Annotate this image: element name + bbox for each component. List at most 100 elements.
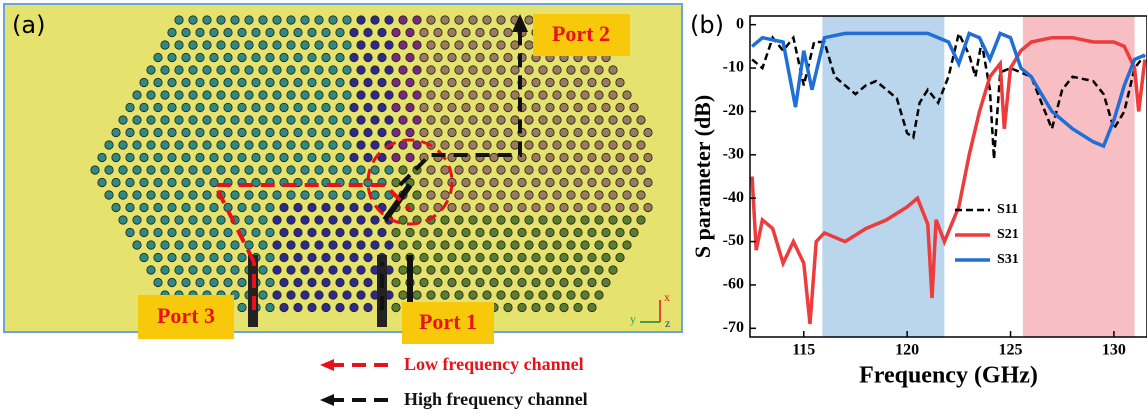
- lattice-cell: [350, 228, 358, 236]
- lattice-cell: [602, 128, 610, 136]
- lattice-cell: [413, 41, 421, 49]
- lattice-cell: [238, 28, 246, 36]
- lattice-cell: [546, 178, 554, 186]
- x-tick-label: 125: [999, 342, 1023, 359]
- lattice-cell: [469, 291, 477, 299]
- lattice-cell: [427, 66, 435, 74]
- lattice-cell: [175, 16, 183, 24]
- lattice-cell: [238, 278, 246, 286]
- lattice-cell: [525, 291, 533, 299]
- lattice-cell: [553, 266, 561, 274]
- lattice-cell: [203, 191, 211, 199]
- lattice-cell: [504, 103, 512, 111]
- lattice-cell: [210, 103, 218, 111]
- lattice-cell: [217, 91, 225, 99]
- lattice-cell: [119, 116, 127, 124]
- lattice-cell: [490, 53, 498, 61]
- lattice-cell: [231, 91, 239, 99]
- lattice-cell: [217, 66, 225, 74]
- lattice-cell: [119, 191, 127, 199]
- lattice-cell: [504, 303, 512, 311]
- lattice-cell: [644, 128, 652, 136]
- lattice-cell: [546, 228, 554, 236]
- lattice-cell: [427, 116, 435, 124]
- lattice-cell: [91, 166, 99, 174]
- lattice-cell: [574, 103, 582, 111]
- lattice-cell: [224, 53, 232, 61]
- lattice-cell: [336, 203, 344, 211]
- lattice-cell: [280, 128, 288, 136]
- lattice-cell: [371, 91, 379, 99]
- lattice-cell: [294, 28, 302, 36]
- lattice-cell: [336, 28, 344, 36]
- lattice-cell: [602, 203, 610, 211]
- y-tick-label: -20: [723, 102, 744, 119]
- lattice-cell: [315, 266, 323, 274]
- lattice-cell: [462, 103, 470, 111]
- lattice-cell: [560, 253, 568, 261]
- lattice-cell: [490, 178, 498, 186]
- lattice-cell: [182, 103, 190, 111]
- lattice-cell: [427, 291, 435, 299]
- lattice-cell: [434, 28, 442, 36]
- lattice-cell: [413, 291, 421, 299]
- lattice-cell: [210, 78, 218, 86]
- lattice-cell: [315, 91, 323, 99]
- lattice-cell: [322, 253, 330, 261]
- lattice-cell: [546, 303, 554, 311]
- lattice-cell: [413, 241, 421, 249]
- lattice-cell: [462, 28, 470, 36]
- lattice-cell: [413, 266, 421, 274]
- lattice-cell: [231, 116, 239, 124]
- lattice-cell: [224, 78, 232, 86]
- lattice-cell: [427, 241, 435, 249]
- lattice-cell: [483, 116, 491, 124]
- lattice-cell: [301, 191, 309, 199]
- lattice-cell: [420, 278, 428, 286]
- lattice-cell: [245, 166, 253, 174]
- lattice-cell: [287, 241, 295, 249]
- lattice-cell: [469, 116, 477, 124]
- lattice-cell: [392, 253, 400, 261]
- lattice-cell: [161, 216, 169, 224]
- lattice-cell: [238, 253, 246, 261]
- lattice-cell: [231, 41, 239, 49]
- lattice-cell: [259, 216, 267, 224]
- lattice-cell: [630, 178, 638, 186]
- y-tick-label: -30: [723, 145, 744, 162]
- y-tick-label: 0: [736, 15, 744, 32]
- lattice-cell: [476, 103, 484, 111]
- lattice-cell: [252, 228, 260, 236]
- lattice-cell: [175, 91, 183, 99]
- lattice-cell: [546, 153, 554, 161]
- lattice-cell: [133, 216, 141, 224]
- lattice-cell: [546, 128, 554, 136]
- lattice-cell: [105, 141, 113, 149]
- lattice-cell: [378, 28, 386, 36]
- lattice-cell: [434, 228, 442, 236]
- lattice-cell: [574, 78, 582, 86]
- lattice-cell: [637, 166, 645, 174]
- lattice-cell: [238, 78, 246, 86]
- y-tick-label: -70: [723, 319, 744, 336]
- lattice-cell: [392, 53, 400, 61]
- lattice-cell: [406, 128, 414, 136]
- lattice-cell: [287, 216, 295, 224]
- lattice-cell: [343, 16, 351, 24]
- lattice-cell: [343, 291, 351, 299]
- lattice-cell: [497, 216, 505, 224]
- lattice-cell: [399, 116, 407, 124]
- lattice-cell: [539, 216, 547, 224]
- lattice-cell: [420, 128, 428, 136]
- lattice-cell: [175, 41, 183, 49]
- lattice-cell: [266, 103, 274, 111]
- legend-label: S21: [997, 227, 1019, 242]
- lattice-cell: [378, 128, 386, 136]
- lattice-cell: [161, 66, 169, 74]
- lattice-cell: [315, 16, 323, 24]
- lattice-cell: [294, 103, 302, 111]
- x-tick-label: 115: [792, 342, 815, 359]
- legend-arrow: [320, 394, 334, 406]
- lattice-cell: [406, 103, 414, 111]
- lattice-cell: [343, 41, 351, 49]
